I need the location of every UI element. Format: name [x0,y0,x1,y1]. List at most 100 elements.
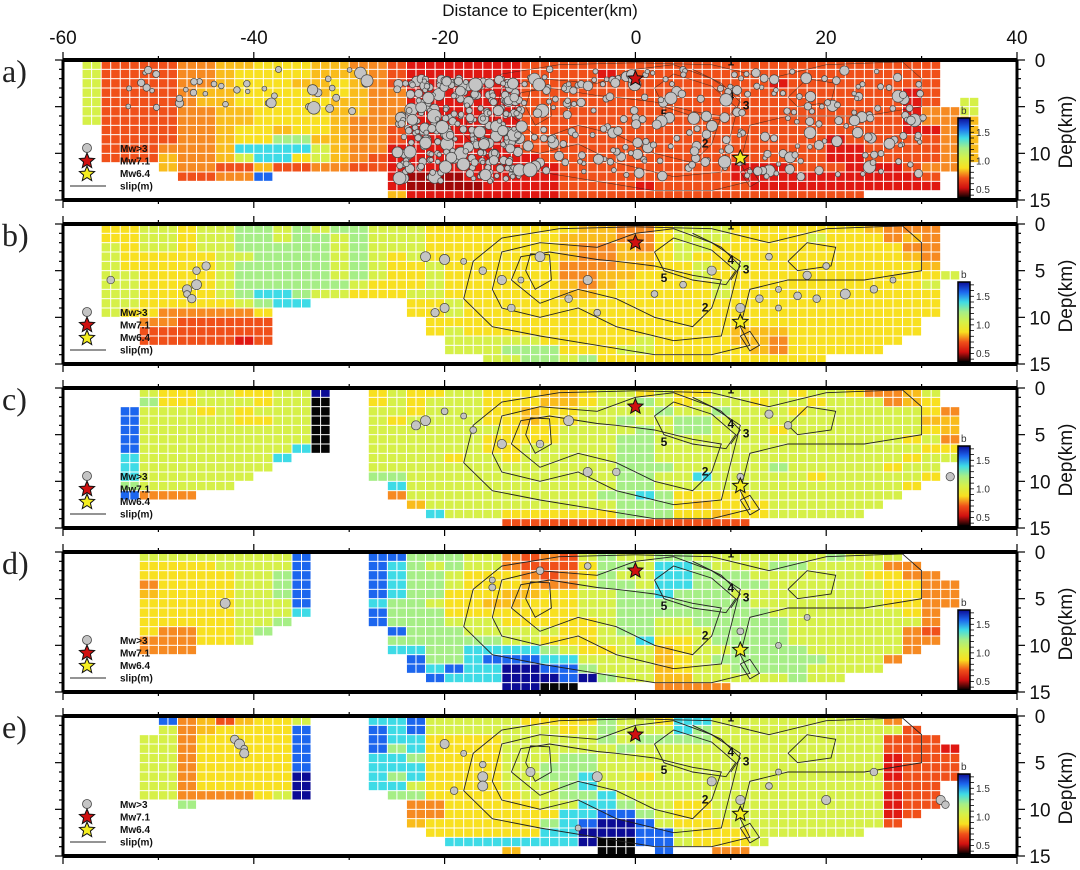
b-value-cell [721,416,731,425]
b-value-cell [731,224,740,233]
b-value-cell [330,261,340,271]
b-value-cell [435,500,445,509]
b-value-cell [903,224,912,233]
b-value-cell [578,125,588,135]
b-value-cell [750,252,759,261]
b-value-cell [597,561,607,571]
b-value-cell [645,97,654,107]
b-value-cell [406,500,416,509]
b-value-cell [721,224,731,233]
b-value-cell [464,407,473,416]
b-value-cell [931,589,941,599]
b-value-cell [740,243,750,252]
b-value-cell [521,425,530,435]
b-value-cell [597,60,607,69]
b-value-cell [521,153,530,163]
b-value-cell [397,481,406,491]
b-value-cell [864,327,874,336]
b-value-cell [769,144,778,153]
b-value-cell [273,271,282,280]
b-value-cell [826,580,836,589]
b-value-cell [807,416,817,425]
b-value-cell [616,580,626,589]
b-value-cell [559,153,569,163]
panel-label: a) [2,53,27,89]
earthquake-dot [582,275,593,285]
earthquake-dot [397,119,406,128]
earthquake-dot [137,78,146,87]
b-value-cell [740,336,750,345]
b-value-cell [216,425,225,435]
b-value-cell [588,125,597,135]
earthquake-dot [222,101,229,108]
b-value-cell [168,69,177,79]
legend-label: Mw>3 [120,308,148,319]
b-value-cell [492,599,502,608]
b-value-cell [540,69,550,79]
b-value-cell [578,589,588,599]
b-value-cell [130,135,139,144]
b-value-cell [950,125,960,135]
b-value-cell [683,500,693,509]
b-value-cell [139,444,149,453]
b-value-cell [693,191,702,200]
b-value-cell [817,571,826,580]
earthquake-dot [680,71,687,78]
b-value-cell [225,243,235,252]
b-value-cell [645,561,654,571]
b-value-cell [321,435,330,444]
b-value-cell [798,561,807,571]
b-value-cell [769,280,778,289]
b-value-cell [721,191,731,200]
b-value-cell [769,299,778,308]
b-value-cell [664,435,674,444]
b-value-cell [149,444,158,453]
b-value-cell [607,481,616,491]
b-value-cell [654,79,664,88]
b-value-cell [807,571,817,580]
b-value-cell [721,261,731,271]
b-value-cell [712,252,721,261]
b-value-cell [464,345,473,355]
b-value-cell [464,500,473,509]
b-value-cell [912,252,922,261]
b-value-cell [588,345,597,355]
b-value-cell [674,416,683,425]
b-value-cell [263,60,273,69]
b-value-cell [454,243,464,252]
b-value-cell [969,144,979,153]
b-value-cell [206,552,216,561]
b-value-cell [530,88,540,97]
b-value-cell [244,280,254,289]
b-value-cell [855,308,864,317]
b-value-cell [263,308,273,317]
b-value-cell [149,280,158,289]
b-value-cell [893,336,903,345]
b-value-cell [530,308,540,317]
b-value-cell [473,280,483,289]
earthquake-dot [859,81,866,88]
b-value-cell [540,580,550,589]
b-value-cell [626,172,635,181]
b-value-cell [511,407,521,416]
b-value-cell [712,416,721,425]
b-value-cell [454,261,464,271]
b-value-cell [941,425,950,435]
legend-mw64-star-icon [78,164,96,182]
b-value-cell [893,388,903,397]
b-value-cell [426,289,435,299]
b-value-cell [597,355,607,364]
b-value-cell [530,116,540,125]
b-value-cell [168,608,177,617]
b-value-cell [931,79,941,88]
b-value-cell [654,519,664,528]
b-value-cell [368,135,378,144]
b-value-cell [521,69,530,79]
b-value-cell [588,463,597,472]
b-value-cell [607,243,616,252]
b-value-cell [616,181,626,191]
earthquake-dot [589,131,596,138]
b-value-cell [731,580,740,589]
b-value-cell [683,233,693,243]
b-value-cell [120,69,130,79]
